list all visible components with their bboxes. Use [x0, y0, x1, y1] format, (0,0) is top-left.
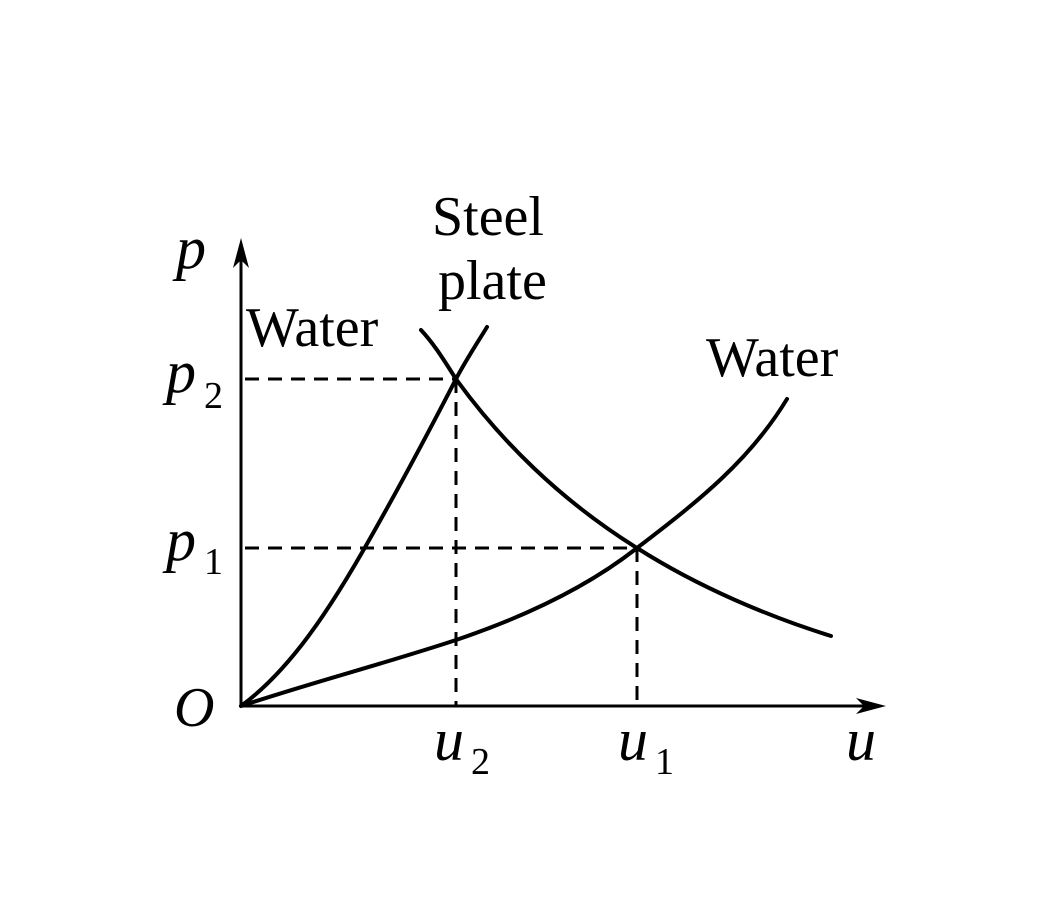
steel-plate-curve: [239, 325, 489, 708]
svg-text:u: u: [618, 707, 648, 773]
steel-label-line1: Steel: [432, 186, 544, 248]
water-left-curve: [419, 328, 833, 638]
x-axis-label: u: [846, 707, 876, 773]
water-left-label: Water: [246, 297, 379, 359]
origin-label: O: [174, 677, 214, 739]
svg-text:1: 1: [204, 541, 223, 583]
svg-text:2: 2: [204, 375, 223, 417]
svg-text:2: 2: [471, 741, 490, 783]
water-right-label: Water: [706, 327, 839, 389]
p2-tick-label: p 2: [162, 339, 223, 417]
u2-tick-label: u 2: [434, 707, 490, 783]
x-axis-arrow: [856, 698, 886, 714]
svg-text:1: 1: [655, 741, 674, 783]
y-axis-arrow: [233, 238, 249, 268]
svg-text:p: p: [162, 339, 196, 405]
steel-label-line2: plate: [438, 250, 547, 312]
water-right-curve: [239, 397, 789, 708]
svg-text:p: p: [162, 507, 196, 573]
y-axis-label: p: [172, 215, 206, 281]
p1-tick-label: p 1: [162, 507, 223, 583]
u1-tick-label: u 1: [618, 707, 674, 783]
svg-text:u: u: [434, 707, 464, 773]
